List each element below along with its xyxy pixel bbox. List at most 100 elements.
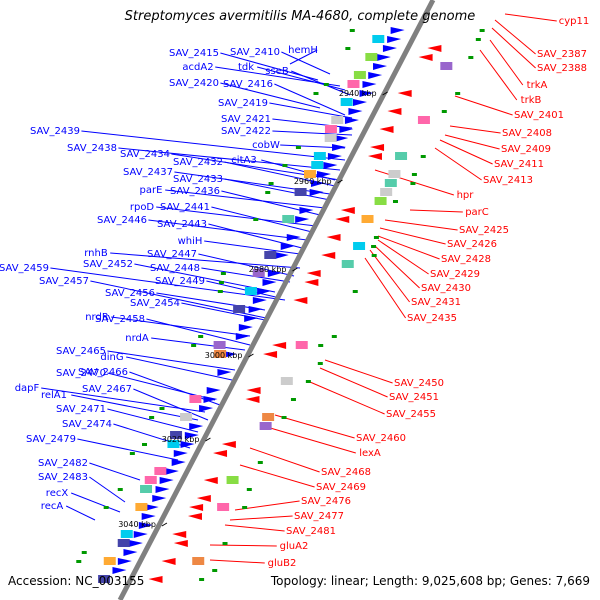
forward-gene-label[interactable]: SAV_2448 <box>150 263 200 274</box>
forward-gene-arrow <box>310 180 325 187</box>
forward-gene-label[interactable]: cobW <box>252 140 280 151</box>
forward-gene-label[interactable]: SAV_2441 <box>160 202 210 213</box>
forward-gene-label[interactable]: SAV_2456 <box>105 288 155 299</box>
forward-gene-label[interactable]: SAV_2420 <box>169 78 219 89</box>
reverse-gene-label[interactable]: SAV_2481 <box>286 526 336 537</box>
reverse-gene-label[interactable]: SAV_2468 <box>321 467 371 478</box>
small-feature-mark <box>142 443 148 446</box>
forward-gene-label[interactable]: SAV_2467 <box>82 384 132 395</box>
forward-annotation-box <box>180 413 193 421</box>
forward-gene-label[interactable]: SAV_2446 <box>97 215 147 226</box>
kbp-tick-mark <box>205 437 211 442</box>
forward-annotation-box <box>244 287 257 295</box>
reverse-gene-label[interactable]: hpr <box>457 190 475 201</box>
forward-gene-label[interactable]: rnhB <box>84 248 108 259</box>
forward-gene-label[interactable]: whiH <box>178 236 203 247</box>
reverse-gene-label[interactable]: cyp11 <box>559 16 590 27</box>
forward-gene-label[interactable]: SAV_2434 <box>120 149 170 160</box>
forward-gene-label[interactable]: SAV_2474 <box>62 419 112 430</box>
forward-gene-label[interactable]: SAV_2432 <box>173 157 223 168</box>
reverse-gene-label[interactable]: SAV_2411 <box>494 159 544 170</box>
forward-gene-label[interactable]: SAV_2433 <box>173 174 223 185</box>
reverse-gene-label[interactable]: lexA <box>359 448 381 459</box>
forward-gene-label[interactable]: SAV_2416 <box>223 79 273 90</box>
forward-gene-label[interactable]: SAV_2479 <box>26 434 76 445</box>
forward-gene-label[interactable]: rpoD <box>130 202 155 213</box>
forward-gene-label[interactable]: SAV_2410 <box>230 47 280 58</box>
reverse-label-leader-line <box>249 447 320 473</box>
reverse-gene-label[interactable]: SAV_2430 <box>421 283 471 294</box>
reverse-gene-label[interactable]: SAV_2460 <box>356 433 406 444</box>
reverse-gene-label[interactable]: SAV_2435 <box>407 313 457 324</box>
reverse-label-leader-line <box>369 249 410 303</box>
forward-gene-label[interactable]: SAV_2470 <box>56 368 106 379</box>
small-feature-mark <box>475 38 481 41</box>
reverse-gene-label[interactable]: SAV_2455 <box>386 409 436 420</box>
forward-gene-label[interactable]: acdA2 <box>182 62 213 73</box>
forward-gene-label[interactable]: SAV_2482 <box>38 458 88 469</box>
forward-gene-label[interactable]: dinG <box>100 352 123 363</box>
forward-gene-label[interactable]: nrdR <box>85 312 109 323</box>
forward-gene-label[interactable]: SAV_2437 <box>123 167 173 178</box>
forward-gene-label[interactable]: SAV_2438 <box>67 143 117 154</box>
forward-gene-label[interactable]: SAV_2454 <box>130 298 180 309</box>
forward-gene-label[interactable]: tdk <box>238 62 254 73</box>
forward-annotation-box <box>313 152 326 160</box>
forward-gene-label[interactable]: sseB <box>265 66 289 77</box>
forward-gene-label[interactable]: SAV_2421 <box>221 114 271 125</box>
reverse-gene-label[interactable]: SAV_2387 <box>537 49 587 60</box>
forward-gene-label[interactable]: SAV_2436 <box>170 186 220 197</box>
forward-gene-label[interactable]: SAV_2419 <box>218 98 268 109</box>
small-feature-mark <box>103 506 109 509</box>
reverse-gene-label[interactable]: SAV_2426 <box>447 239 497 250</box>
forward-gene-label[interactable]: SAV_2457 <box>39 276 89 287</box>
forward-gene-label[interactable]: SAV_2449 <box>155 276 205 287</box>
forward-gene-label[interactable]: SAV_2415 <box>169 48 219 59</box>
forward-gene-label[interactable]: parE <box>140 185 163 196</box>
reverse-gene-label[interactable]: SAV_2388 <box>537 63 587 74</box>
reverse-gene-arrow <box>379 126 394 133</box>
reverse-gene-label[interactable]: SAV_2401 <box>514 110 564 121</box>
forward-gene-label[interactable]: SAV_2483 <box>38 472 88 483</box>
reverse-gene-label[interactable]: SAV_2429 <box>430 269 480 280</box>
reverse-gene-label[interactable]: SAV_2409 <box>501 144 551 155</box>
reverse-gene-label[interactable]: trkA <box>527 80 548 91</box>
forward-gene-label[interactable]: hemH <box>288 45 318 56</box>
reverse-gene-label[interactable]: SAV_2451 <box>389 392 439 403</box>
reverse-gene-label[interactable]: SAV_2413 <box>483 175 533 186</box>
forward-gene-label[interactable]: nrdA <box>125 333 149 344</box>
forward-gene-label[interactable]: SAV_2447 <box>147 249 197 260</box>
reverse-gene-label[interactable]: SAV_2450 <box>394 378 444 389</box>
reverse-gene-label[interactable]: trkB <box>521 95 542 106</box>
forward-gene-label[interactable]: SAV_2439 <box>30 126 80 137</box>
reverse-gene-label[interactable]: SAV_2425 <box>459 225 509 236</box>
reverse-gene-label[interactable]: parC <box>465 207 489 218</box>
reverse-gene-label[interactable]: gluB2 <box>268 558 297 569</box>
forward-gene-arrow <box>387 36 402 43</box>
forward-gene-label[interactable]: SAV_2452 <box>83 259 133 270</box>
forward-gene-label[interactable]: SAV_2471 <box>56 404 106 415</box>
forward-gene-label[interactable]: SAV_2466 <box>78 367 128 378</box>
forward-gene-label[interactable]: SAV_2422 <box>221 126 271 137</box>
reverse-gene-label[interactable]: SAV_2476 <box>301 496 351 507</box>
reverse-gene-label[interactable]: SAV_2431 <box>411 297 461 308</box>
reverse-gene-label[interactable]: SAV_2469 <box>316 482 366 493</box>
reverse-gene-label[interactable]: SAV_2477 <box>294 511 344 522</box>
forward-gene-arrow <box>280 243 295 250</box>
small-feature-mark <box>468 56 474 59</box>
forward-gene-label[interactable]: SAV_2459 <box>0 263 49 274</box>
forward-gene-arrow <box>244 315 259 322</box>
reverse-label-leader-line <box>454 95 513 116</box>
forward-gene-label[interactable]: recA <box>41 501 64 512</box>
reverse-gene-arrow <box>387 108 402 115</box>
forward-gene-label[interactable]: dapF <box>15 383 40 394</box>
reverse-gene-label[interactable]: SAV_2408 <box>502 128 552 139</box>
forward-gene-label[interactable]: SAV_2458 <box>95 314 145 325</box>
reverse-gene-label[interactable]: gluA2 <box>280 541 309 552</box>
forward-gene-label[interactable]: SAV_2465 <box>56 346 106 357</box>
forward-gene-label[interactable]: citA3 <box>231 155 256 166</box>
reverse-gene-label[interactable]: SAV_2428 <box>441 254 491 265</box>
forward-gene-label[interactable]: recX <box>46 488 69 499</box>
forward-gene-label[interactable]: SAV_2443 <box>157 219 207 230</box>
forward-gene-label[interactable]: relA1 <box>41 390 67 401</box>
